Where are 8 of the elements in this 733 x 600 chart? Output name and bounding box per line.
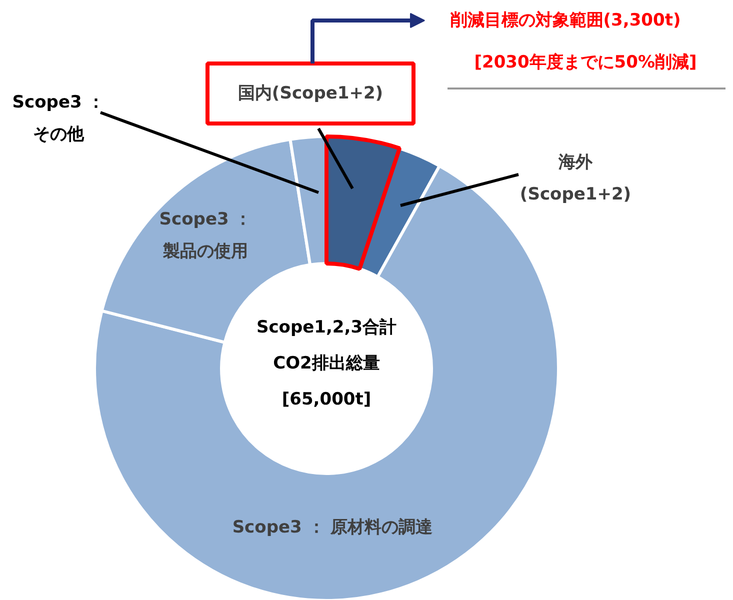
slice-label: 海外(Scope1+2) [520, 152, 632, 204]
text: 削減目標の対象範囲(3,300t) [450, 10, 681, 30]
text: [2030年度までに50%削減] [474, 52, 697, 72]
slice-label: Scope3 ： 原材料の調達 [232, 518, 433, 538]
text: Scope1,2,3合計 CO2排出総量 [65,000t] [256, 318, 397, 410]
slice-label: 国内(Scope1+2) [238, 84, 384, 104]
slice-label: Scope3 ：製品の使用 [159, 210, 252, 262]
slice-label: Scope3 ：その他 [12, 92, 105, 144]
